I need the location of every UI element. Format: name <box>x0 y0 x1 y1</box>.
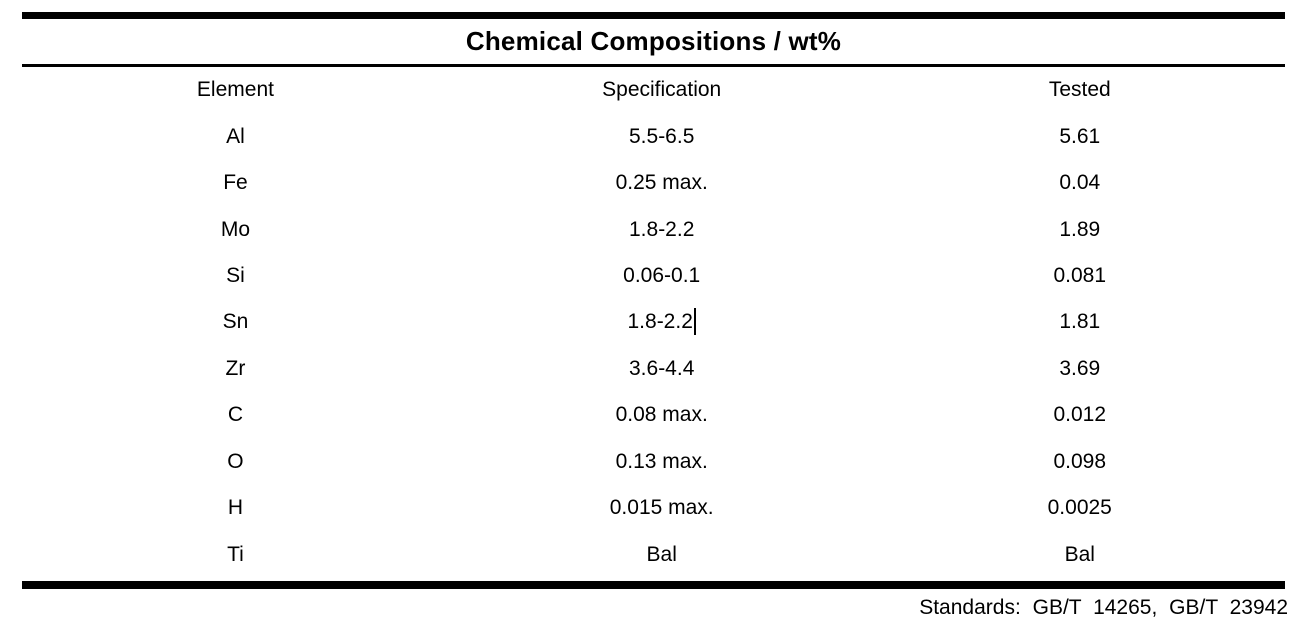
table-row-zr: Zr 3.6-4.4 3.69 <box>22 346 1285 392</box>
cell-element[interactable]: O <box>227 449 244 473</box>
cell-specification-text: 1.8-2.2 <box>627 310 693 334</box>
table-row-fe: Fe 0.25 max. 0.04 <box>22 160 1285 206</box>
cell-element[interactable]: H <box>227 496 244 520</box>
cell-specification[interactable]: 1.8-2.2 <box>449 307 875 336</box>
cell-specification[interactable]: 5.5-6.5 <box>629 124 695 148</box>
table-top-border <box>22 12 1285 19</box>
table-row-si: Si 0.06-0.1 0.081 <box>22 253 1285 299</box>
table-bottom-border <box>22 581 1285 589</box>
table-row-h: H 0.015 max. 0.0025 <box>22 485 1285 531</box>
cell-tested[interactable]: 3.69 <box>1059 356 1101 380</box>
cell-tested[interactable]: 5.61 <box>1059 124 1101 148</box>
cell-tested[interactable]: 0.04 <box>1059 171 1101 195</box>
column-header-specification[interactable]: Specification <box>602 78 722 102</box>
cell-specification[interactable]: Bal <box>646 542 677 566</box>
chemical-composition-table: Element Specification Tested Al 5.5-6.5 … <box>22 67 1285 578</box>
cell-tested[interactable]: 1.81 <box>1059 310 1101 334</box>
cell-element[interactable]: Zr <box>225 356 246 380</box>
cell-tested[interactable]: 0.081 <box>1053 264 1107 288</box>
cell-element[interactable]: Si <box>226 264 245 288</box>
cell-specification[interactable]: 3.6-4.4 <box>629 356 695 380</box>
cell-element[interactable]: C <box>227 403 244 427</box>
cell-specification[interactable]: 0.25 max. <box>615 171 708 195</box>
cell-element[interactable]: Ti <box>227 542 244 566</box>
cell-tested[interactable]: 0.012 <box>1053 403 1107 427</box>
table-row-sn: Sn 1.8-2.2 1.81 <box>22 299 1285 345</box>
table-row-mo: Mo 1.8-2.2 1.89 <box>22 206 1285 252</box>
standards-note[interactable]: Standards: GB/T 14265, GB/T 23942 <box>919 596 1288 619</box>
cell-element[interactable]: Fe <box>223 171 248 195</box>
column-header-tested[interactable]: Tested <box>1048 78 1111 102</box>
cell-tested[interactable]: 0.098 <box>1053 449 1107 473</box>
cell-element[interactable]: Al <box>226 124 245 148</box>
title-separator-border <box>22 64 1285 67</box>
cell-specification[interactable]: 0.015 max. <box>609 496 714 520</box>
table-row-al: Al 5.5-6.5 5.61 <box>22 113 1285 159</box>
cell-specification[interactable]: 0.13 max. <box>615 449 708 473</box>
table-row-c: C 0.08 max. 0.012 <box>22 392 1285 438</box>
cell-specification[interactable]: 0.06-0.1 <box>623 264 701 288</box>
cell-tested[interactable]: Bal <box>1064 542 1095 566</box>
text-caret <box>693 307 696 335</box>
cell-specification[interactable]: 1.8-2.2 <box>629 217 695 241</box>
table-row-ti: Ti Bal Bal <box>22 532 1285 578</box>
cell-element[interactable]: Mo <box>220 217 251 241</box>
table-title[interactable]: Chemical Compositions / wt% <box>465 26 842 56</box>
cell-tested[interactable]: 0.0025 <box>1047 496 1112 520</box>
cell-tested[interactable]: 1.89 <box>1059 217 1101 241</box>
cell-element[interactable]: Sn <box>222 310 249 334</box>
table-header-row: Element Specification Tested <box>22 67 1285 113</box>
column-header-element[interactable]: Element <box>196 78 274 102</box>
table-row-o: O 0.13 max. 0.098 <box>22 439 1285 485</box>
cell-specification[interactable]: 0.08 max. <box>615 403 708 427</box>
